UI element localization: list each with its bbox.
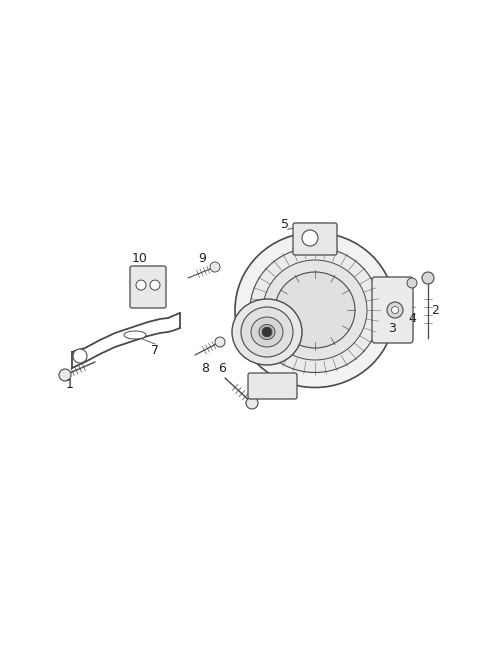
Ellipse shape [235, 232, 395, 388]
Circle shape [136, 280, 146, 290]
Text: 4: 4 [408, 312, 416, 325]
Circle shape [262, 327, 272, 337]
Text: 9: 9 [198, 251, 206, 264]
Ellipse shape [250, 247, 380, 373]
Circle shape [387, 302, 403, 318]
Circle shape [215, 337, 225, 347]
Text: 7: 7 [151, 344, 159, 356]
Text: 5: 5 [281, 218, 289, 232]
Circle shape [392, 306, 398, 314]
FancyBboxPatch shape [293, 223, 337, 255]
Ellipse shape [259, 325, 275, 340]
Ellipse shape [263, 260, 367, 360]
Circle shape [302, 230, 318, 246]
Ellipse shape [232, 299, 302, 365]
Circle shape [73, 349, 87, 363]
Circle shape [210, 262, 220, 272]
Text: 8: 8 [201, 361, 209, 375]
Text: 10: 10 [132, 251, 148, 264]
Ellipse shape [275, 272, 355, 348]
Text: 3: 3 [388, 321, 396, 335]
Circle shape [59, 369, 71, 381]
Ellipse shape [241, 307, 293, 357]
Circle shape [422, 272, 434, 284]
Text: 2: 2 [431, 304, 439, 316]
Ellipse shape [124, 331, 146, 339]
Circle shape [407, 278, 417, 288]
Ellipse shape [251, 317, 283, 347]
FancyBboxPatch shape [372, 277, 413, 343]
Circle shape [150, 280, 160, 290]
FancyBboxPatch shape [248, 373, 297, 399]
Text: 6: 6 [218, 361, 226, 375]
Text: 1: 1 [66, 379, 74, 392]
FancyBboxPatch shape [130, 266, 166, 308]
Circle shape [246, 397, 258, 409]
